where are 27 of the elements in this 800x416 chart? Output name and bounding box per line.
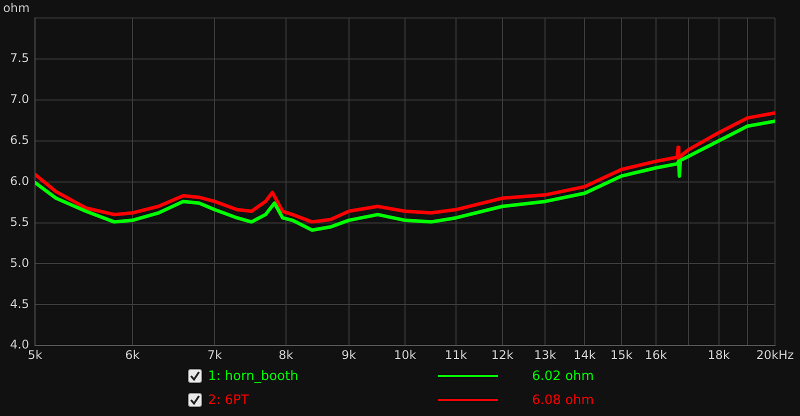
x-tick-label: 6k bbox=[125, 348, 140, 362]
x-tick-label: 11k bbox=[444, 348, 468, 362]
y-tick-label: 5.0 bbox=[10, 256, 30, 270]
y-tick-label: 6.5 bbox=[10, 132, 30, 147]
y-tick-label: 4.0 bbox=[10, 338, 30, 352]
text: 2: 6PT bbox=[208, 392, 250, 408]
x-tick-label: 5k bbox=[28, 348, 42, 362]
x-tick-label: 16k bbox=[644, 348, 668, 362]
x-tick-label: 13k bbox=[534, 348, 556, 362]
x-tick-label: 14k bbox=[574, 348, 596, 362]
y-tick-label: 5.5 bbox=[10, 214, 30, 229]
text: 6.08 ohm bbox=[532, 392, 594, 408]
x-tick-label: 18k bbox=[708, 348, 730, 362]
x-tick-label: 8k bbox=[278, 348, 294, 362]
x-tick-label: 7k bbox=[207, 348, 222, 362]
x-tick-label: 20kHz bbox=[756, 348, 794, 362]
y-tick-label: 4.5 bbox=[10, 296, 30, 311]
x-tick-label: 12k bbox=[491, 348, 514, 362]
y-tick-label: 7.0 bbox=[10, 92, 30, 106]
y-tick-label: 6.0 bbox=[10, 174, 30, 188]
x-tick-label: 9k bbox=[342, 348, 356, 362]
x-tick-label: 15k bbox=[610, 348, 633, 362]
x-tick-label: 10k bbox=[394, 348, 416, 362]
text: 6.02 ohm bbox=[532, 368, 594, 384]
y-tick-label: 7.5 bbox=[10, 51, 30, 66]
y-axis-title: ohm bbox=[3, 1, 30, 16]
text: 1: horn_booth bbox=[208, 368, 300, 384]
